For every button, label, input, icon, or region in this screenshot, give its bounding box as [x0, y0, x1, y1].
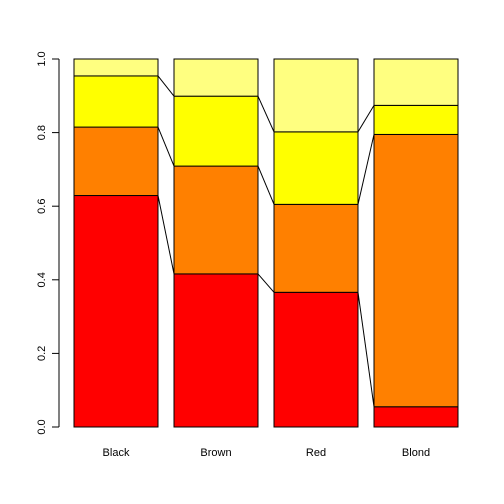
category-label: Red: [306, 447, 326, 459]
bar-segment-black-3: [73, 58, 159, 77]
segment-connector: [357, 134, 375, 205]
y-tick-label: 0.8: [36, 125, 48, 140]
y-tick-label: 1.0: [36, 51, 48, 66]
bar-segment-brown-0: [173, 273, 259, 428]
y-tick-label: 0.6: [36, 199, 48, 214]
bar-segment-blond-3: [373, 58, 459, 106]
y-tick-label: 0.2: [36, 346, 48, 361]
bar-segment-black-2: [73, 75, 159, 128]
category-label: Blond: [402, 447, 430, 459]
bar-segment-blond-2: [373, 104, 459, 135]
bar-segment-red-0: [273, 291, 359, 428]
segment-connector: [257, 165, 275, 205]
category-label: Brown: [200, 447, 231, 459]
bar-segment-blond-1: [373, 133, 459, 408]
bar-segment-red-1: [273, 203, 359, 293]
bar-segment-brown-3: [173, 58, 259, 97]
bar-segment-black-0: [73, 195, 159, 428]
x-axis-labels: Black Brown Red Blond: [103, 447, 431, 459]
bar-segment-red-2: [273, 131, 359, 205]
y-tick-label: 0.0: [36, 419, 48, 434]
bar-segment-red-3: [273, 58, 359, 133]
segment-connector: [157, 75, 175, 97]
bars: [73, 58, 459, 428]
segment-connector: [157, 126, 175, 167]
bar-segment-blond-0: [373, 406, 459, 428]
bar-segment-brown-1: [173, 165, 259, 275]
segment-connector: [357, 105, 375, 133]
segment-connector: [357, 292, 375, 407]
category-label: Black: [103, 447, 130, 459]
bar-segment-black-1: [73, 126, 159, 197]
segment-connector: [257, 95, 275, 133]
y-axis: 0.0 0.2 0.4 0.6 0.8 1.0: [36, 51, 60, 435]
bar-segment-brown-2: [173, 95, 259, 167]
y-tick-label: 0.4: [36, 272, 48, 287]
segment-connector: [257, 273, 275, 293]
segment-connector: [157, 195, 175, 275]
segment-connectors: [157, 75, 375, 407]
